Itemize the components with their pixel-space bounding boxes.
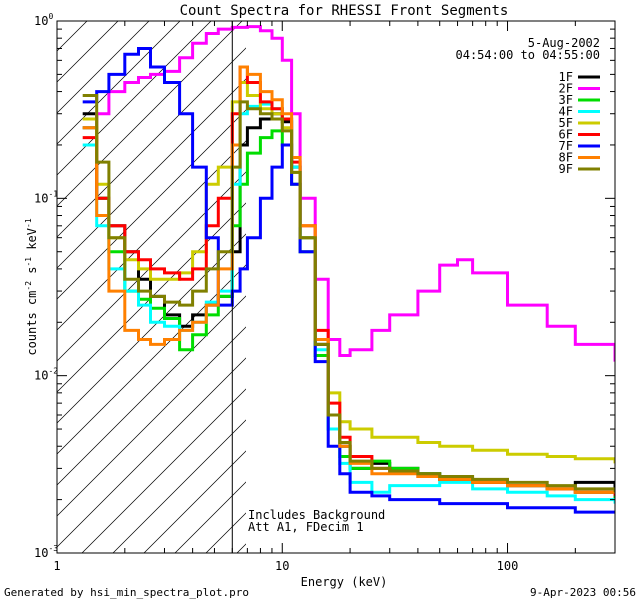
legend-label: 4F xyxy=(559,105,573,119)
hatch-line xyxy=(57,21,150,114)
footer-timestamp: 9-Apr-2023 00:56 xyxy=(530,586,636,599)
hatch-line xyxy=(57,21,181,145)
legend-label: 8F xyxy=(559,151,573,165)
y-tick-label: 100 xyxy=(34,12,53,28)
hatch-line xyxy=(57,326,246,517)
observation-time-range: 04:54:00 to 04:55:00 xyxy=(456,48,601,62)
x-tick-label: 10 xyxy=(275,559,289,573)
x-axis-label: Energy (keV) xyxy=(301,575,388,589)
y-tick-label: 10-3 xyxy=(34,544,58,560)
hatch-line xyxy=(57,21,212,176)
series-line-2F xyxy=(82,25,615,362)
hatch-line xyxy=(57,109,246,300)
y-tick-label: 10-1 xyxy=(34,189,58,205)
x-tick-labels: 1 10 100 xyxy=(53,559,518,573)
hatch-line xyxy=(57,264,246,455)
y-axis-label: counts cm-2 s-1 keV-1 xyxy=(24,218,39,355)
plot-frame xyxy=(56,20,616,554)
legend-label: 2F xyxy=(559,82,573,96)
y-axis-ticks xyxy=(57,20,615,554)
x-tick-label: 1 xyxy=(53,559,60,573)
annotation-background: Includes Background xyxy=(248,508,385,522)
series-line-7F xyxy=(82,47,615,514)
hatch-line xyxy=(57,21,119,83)
hatch-line xyxy=(57,21,243,207)
hatch-line xyxy=(57,295,246,486)
y-axis-label-part: s xyxy=(25,267,39,281)
y-tick-labels: 100 10-1 10-2 10-3 xyxy=(34,12,58,560)
hatch-line xyxy=(81,388,246,553)
observation-date: 5-Aug-2002 xyxy=(528,36,600,50)
x-axis-ticks xyxy=(56,21,616,553)
legend-label: 3F xyxy=(559,93,573,107)
chart-title: Count Spectra for RHESSI Front Segments xyxy=(180,3,509,19)
y-axis-label-part: keV xyxy=(25,228,39,257)
y-tick-label: 10-2 xyxy=(34,367,58,383)
hatch-line xyxy=(57,47,246,238)
hatch-line xyxy=(57,171,246,362)
y-axis-label-sup: -2 xyxy=(24,281,33,291)
series-lines xyxy=(82,25,615,514)
legend-label: 9F xyxy=(559,162,573,176)
footer-generated-by: Generated by hsi_min_spectra_plot.pro xyxy=(4,586,249,599)
series-line-9F xyxy=(82,94,615,493)
legend-label: 6F xyxy=(559,128,573,142)
hatch-line xyxy=(112,419,246,553)
legend-label: 5F xyxy=(559,116,573,130)
y-axis-label-part: counts cm xyxy=(25,291,39,356)
hatch-line xyxy=(57,78,246,269)
legend-label: 7F xyxy=(559,139,573,153)
hatch-line xyxy=(143,450,246,553)
y-axis-label-sup: -1 xyxy=(24,257,33,267)
hatch-line xyxy=(57,357,246,548)
y-axis-label-sup: -1 xyxy=(24,218,33,228)
annotation-attenuator: Att A1, FDecim 1 xyxy=(248,520,364,534)
legend-label: 1F xyxy=(559,70,573,84)
svg-text:counts cm-2 s-1 keV-1: counts cm-2 s-1 keV-1 xyxy=(24,218,39,355)
x-tick-label: 100 xyxy=(497,559,519,573)
